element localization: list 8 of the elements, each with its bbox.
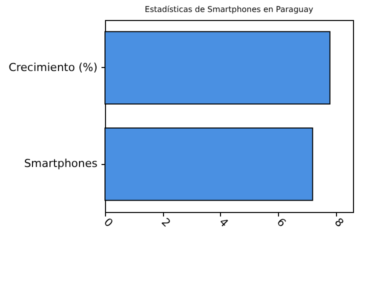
chart-title: Estadísticas de Smartphones en Paraguay bbox=[144, 5, 314, 14]
x-tick-label: 4 bbox=[216, 216, 231, 230]
x-tick-label: 8 bbox=[332, 216, 346, 230]
y-tick-label: Smartphones bbox=[24, 157, 98, 170]
x-tick-label: 6 bbox=[274, 216, 288, 230]
y-tick-label: Crecimiento (%) bbox=[8, 60, 98, 74]
x-tick-label: 2 bbox=[158, 216, 174, 230]
x-tick-label: 0 bbox=[101, 216, 116, 230]
